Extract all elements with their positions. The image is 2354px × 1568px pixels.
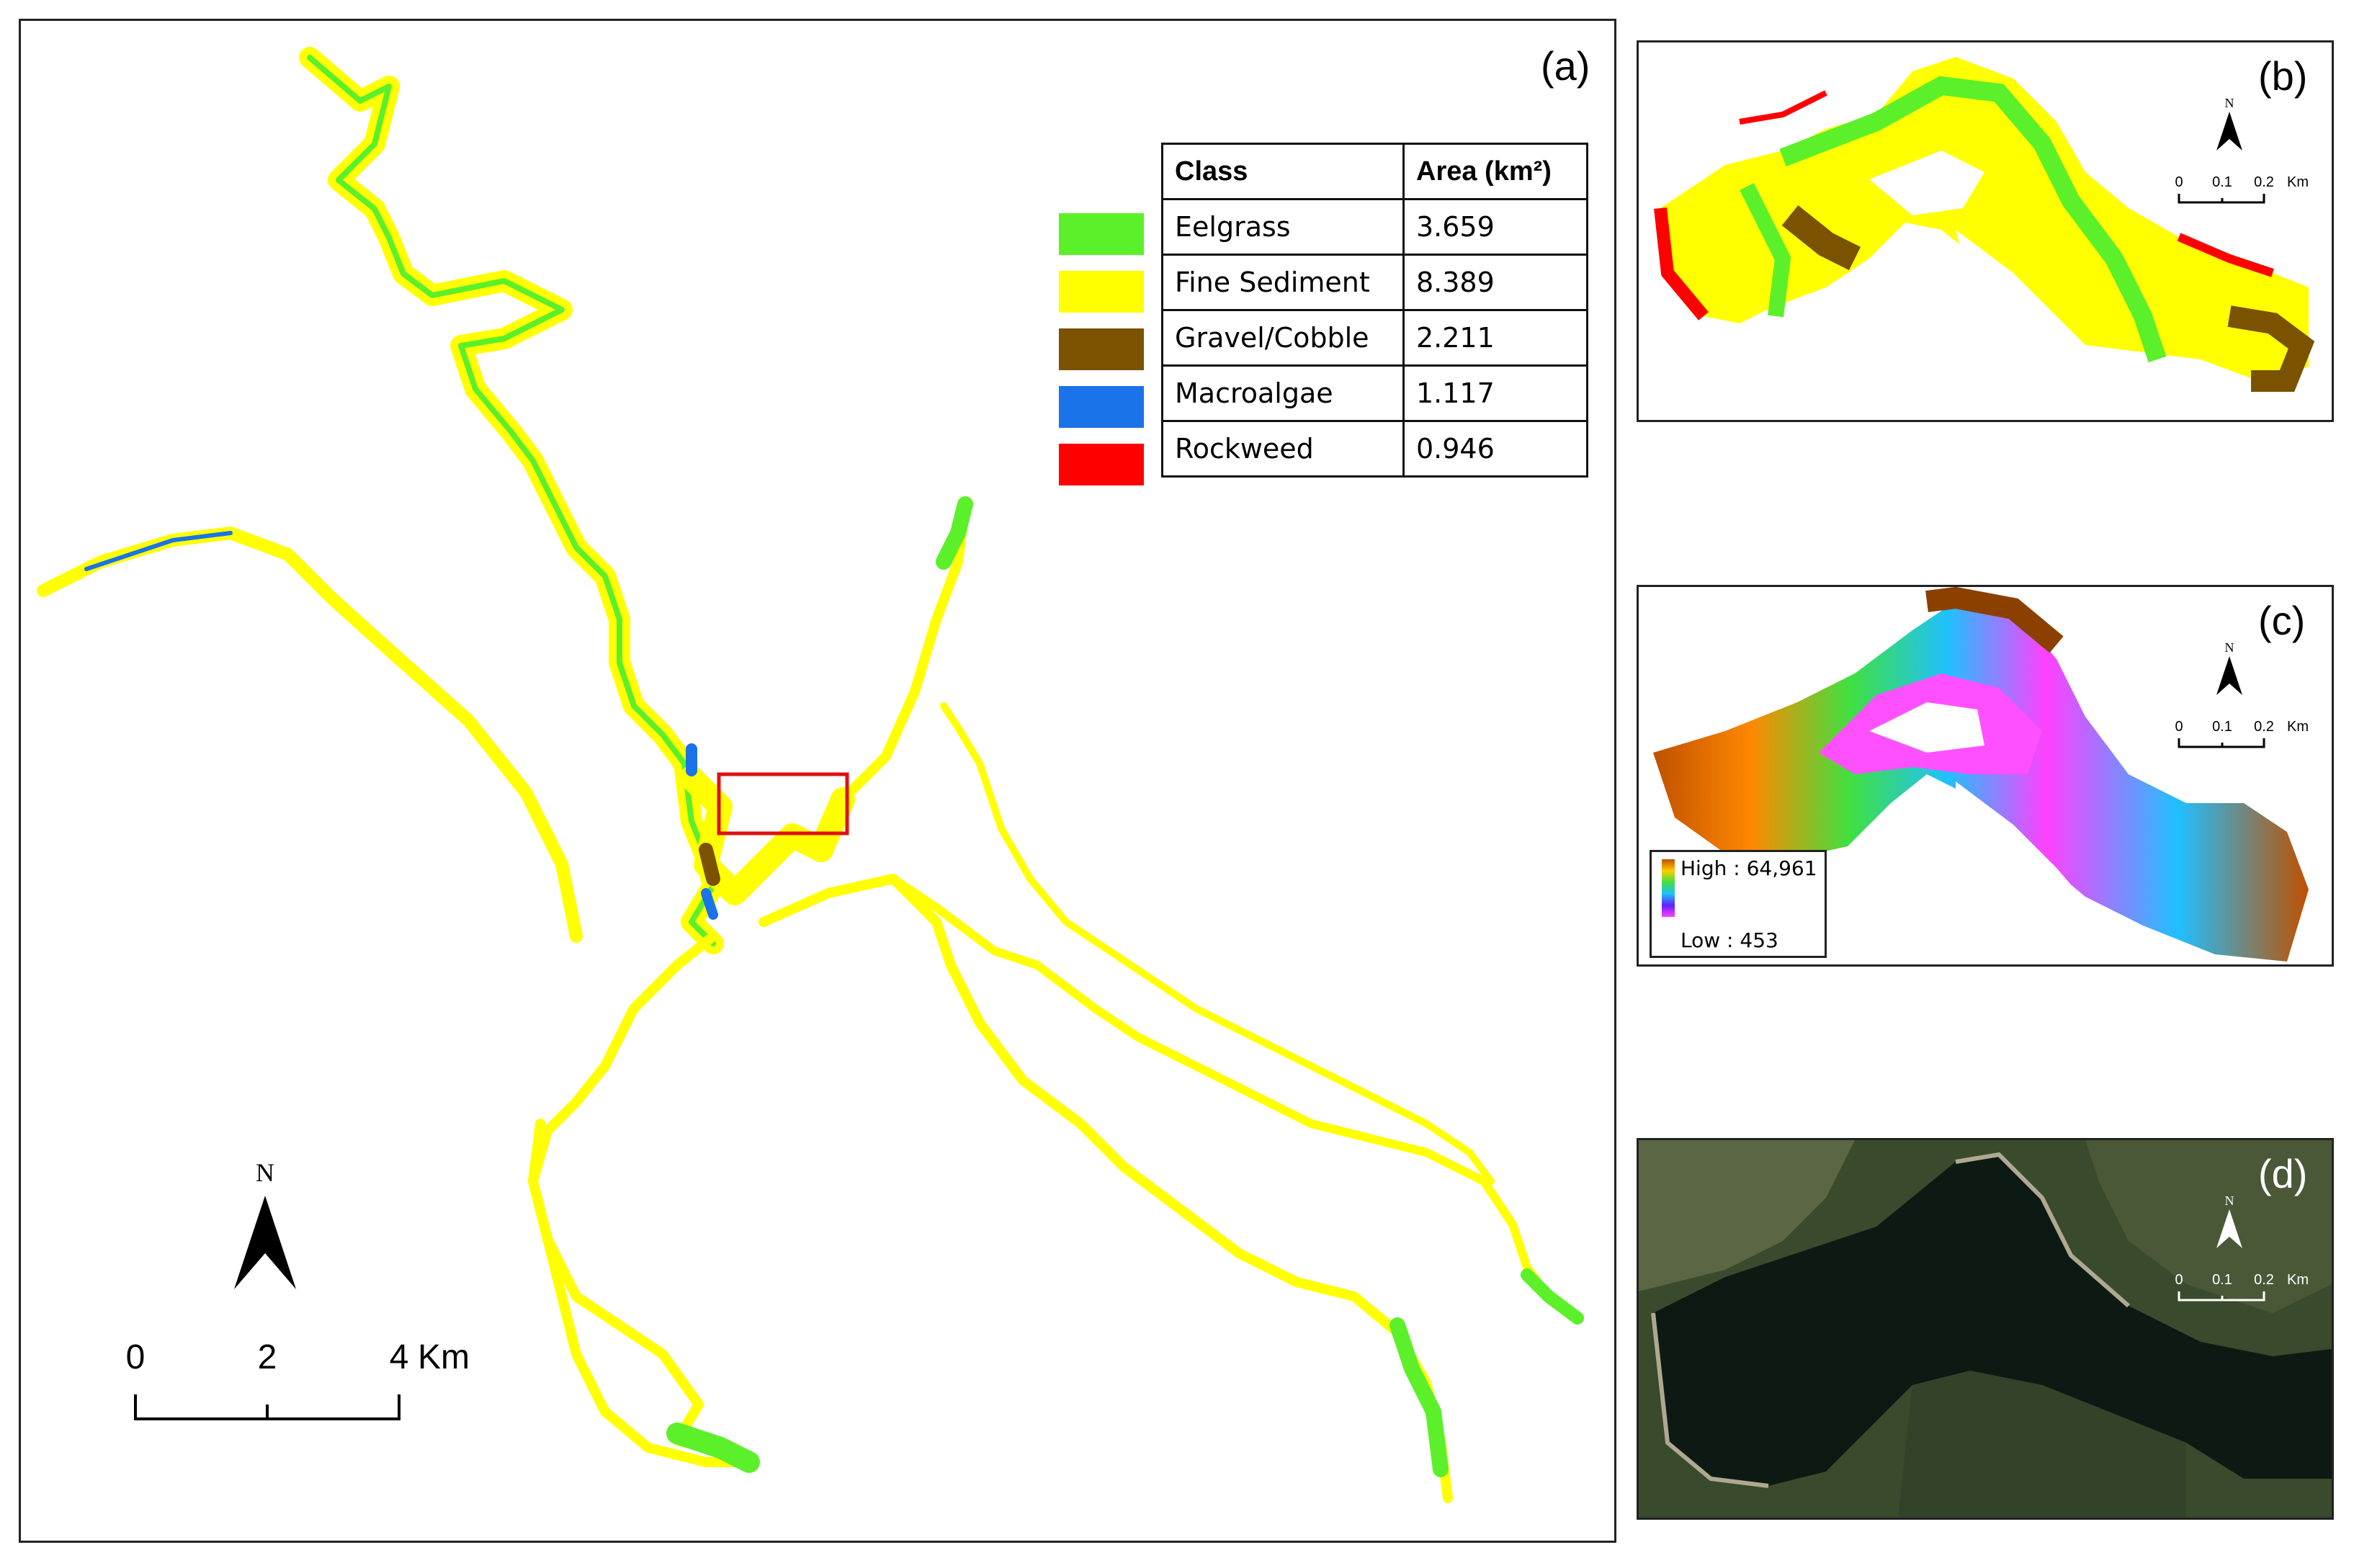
class-name: Macroalgae	[1161, 364, 1405, 422]
northwestern-arm-channel	[37, 527, 583, 943]
class-area: 1.117	[1402, 364, 1588, 422]
legend-swatch-rockweed	[1059, 444, 1144, 485]
class-name: Fine Sediment	[1161, 254, 1405, 311]
inset-c-north-and-scale: N 0 0.1 0.2 Km	[2175, 640, 2309, 748]
table-row: Macroalgae 1.117	[1161, 364, 1588, 422]
svg-text:N: N	[2225, 1193, 2234, 1208]
svg-text:N: N	[2225, 640, 2234, 655]
northeast-arm-channel	[838, 499, 970, 805]
scale-unit: Km	[418, 1338, 470, 1376]
class-name: Eelgrass	[1161, 198, 1405, 256]
intensity-colorbar-legend: High : 64,961 Low : 453	[1650, 850, 1827, 958]
svg-text:0: 0	[2175, 174, 2183, 190]
northern-arm-channel	[299, 47, 724, 954]
table-row: Gravel/Cobble 2.211	[1161, 309, 1588, 367]
svg-text:0: 0	[2175, 719, 2183, 735]
scale-tick-0: 0	[126, 1338, 146, 1376]
inset-intensity-map	[1653, 587, 2309, 962]
class-area-table: Class Area (km²) Eelgrass 3.659 Fine Sed…	[1161, 143, 1588, 478]
svg-text:0.1: 0.1	[2212, 174, 2232, 190]
svg-text:0: 0	[2175, 1272, 2183, 1288]
north-arrow-icon	[2216, 1209, 2242, 1248]
svg-text:High : 64,961: High : 64,961	[1681, 856, 1817, 880]
svg-text:0.1: 0.1	[2212, 1272, 2232, 1288]
colorbar-gradient: High : 64,961 Low : 453	[1662, 856, 1817, 952]
class-area: 0.946	[1402, 420, 1588, 478]
class-area: 8.389	[1402, 254, 1588, 311]
north-arrow-icon	[2216, 656, 2242, 695]
panel-b-label: (b)	[2258, 53, 2308, 99]
main-scale-bar	[134, 1394, 400, 1420]
panel-b-classification-inset: (b) N 0 0.1 0.2 Km	[1637, 40, 2334, 422]
svg-text:Km: Km	[2287, 719, 2309, 735]
panel-c-label: (c)	[2258, 598, 2306, 643]
inset-d-north-and-scale: N 0 0.1 0.2 Km	[2175, 1193, 2309, 1302]
southeast-arm-channel	[758, 874, 1453, 1503]
legend-swatch-eelgrass	[1059, 213, 1144, 255]
svg-text:N: N	[2225, 96, 2234, 110]
class-name: Gravel/Cobble	[1161, 309, 1405, 367]
inset-highlight-box	[717, 772, 849, 835]
header-class: Class	[1161, 143, 1405, 200]
satellite-image	[1639, 1140, 2332, 1518]
table-row: Fine Sediment 8.389	[1161, 254, 1588, 311]
svg-text:Km: Km	[2287, 174, 2309, 190]
legend-swatch-gravel-cobble	[1059, 328, 1144, 370]
panel-d-satellite-inset: (d) N 0 0.1 0.2 Km	[1637, 1138, 2334, 1520]
scale-tick-4: 4	[390, 1338, 409, 1376]
svg-text:Km: Km	[2287, 1272, 2309, 1288]
legend-swatch-macroalgae	[1059, 386, 1144, 428]
svg-text:0.2: 0.2	[2254, 719, 2274, 735]
table-row: Eelgrass 3.659	[1161, 198, 1588, 256]
panel-d-label: (d)	[2258, 1151, 2308, 1196]
table-header-row: Class Area (km²)	[1161, 143, 1588, 200]
north-arrow-icon	[2216, 112, 2242, 151]
svg-text:0.1: 0.1	[2212, 719, 2232, 735]
scale-tick-2: 2	[258, 1338, 277, 1376]
legend-swatch-fine-sediment	[1059, 271, 1144, 313]
header-area: Area (km²)	[1402, 143, 1588, 200]
main-north-label: N	[256, 1158, 274, 1187]
southwest-arm-channel	[528, 931, 754, 1467]
class-area: 3.659	[1402, 198, 1588, 256]
panel-a-label: (a)	[1541, 43, 1590, 89]
class-area: 2.211	[1402, 309, 1588, 367]
svg-text:Low : 453: Low : 453	[1681, 928, 1778, 952]
svg-text:0.2: 0.2	[2254, 1272, 2274, 1288]
class-name: Rockweed	[1161, 420, 1405, 478]
table-row: Rockweed 0.946	[1161, 420, 1588, 478]
main-north-arrow-icon	[234, 1196, 296, 1289]
svg-text:0.2: 0.2	[2254, 174, 2274, 190]
inset-classification-map	[1654, 57, 2315, 403]
inset-b-north-and-scale: N 0 0.1 0.2 Km	[2175, 96, 2309, 204]
